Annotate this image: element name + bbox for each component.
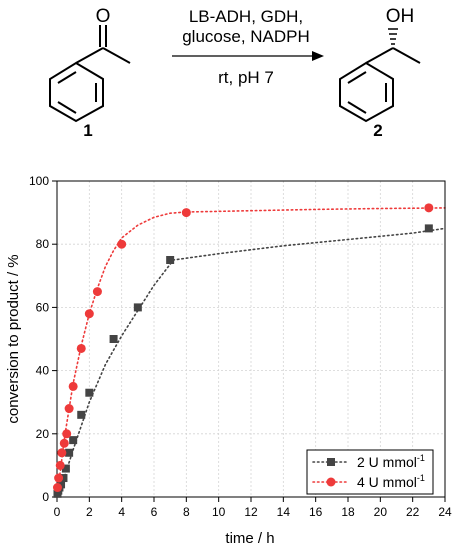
chart-data-points <box>52 203 434 498</box>
x-axis-label: time / h <box>225 530 274 547</box>
series-2-point <box>64 404 74 414</box>
x-tick-label: 16 <box>309 505 323 519</box>
series-2-point <box>57 448 67 458</box>
x-tick-label: 18 <box>341 505 355 519</box>
reactant-acetophenone-structure <box>49 25 131 123</box>
legend-label-1: 2 U mmol-1 <box>357 453 425 470</box>
series-1-point <box>77 410 86 419</box>
series-1-point <box>85 388 94 397</box>
y-axis-label: conversion to product / % <box>5 254 22 423</box>
series-2-point <box>424 203 434 213</box>
x-tick-label: 10 <box>212 505 226 519</box>
x-tick-label: 4 <box>118 505 125 519</box>
series-2-point <box>52 483 62 493</box>
series-2-point <box>68 381 78 391</box>
series-2-point <box>54 473 64 483</box>
series-1-point <box>61 464 70 473</box>
x-tick-label: 0 <box>54 505 61 519</box>
reactant-number-label: 1 <box>83 121 92 140</box>
product-hashed-wedge-bond <box>388 28 398 45</box>
legend-marker-2 <box>326 477 336 487</box>
series-1-point <box>166 256 175 264</box>
y-tick-label: 100 <box>29 174 49 188</box>
x-tick-label: 20 <box>374 505 388 519</box>
series-2-point <box>59 438 69 448</box>
series-2-point <box>181 208 191 218</box>
reaction-conditions-line-1: LB-ADH, GDH, <box>189 7 303 26</box>
x-tick-label: 14 <box>277 505 291 519</box>
reaction-conditions-line-3: rt, pH 7 <box>218 68 274 87</box>
series-2-point <box>92 287 102 297</box>
reaction-scheme: O 1 LB-ADH, GDH, glucose, NADPH rt, pH 7… <box>49 6 421 140</box>
product-hydroxyl-label: OH <box>386 6 415 27</box>
series-2-point <box>84 309 94 319</box>
x-tick-label: 22 <box>406 505 420 519</box>
y-tick-label: 0 <box>42 490 49 504</box>
reaction-arrow-head <box>312 51 324 61</box>
x-tick-label: 2 <box>86 505 93 519</box>
x-tick-label: 12 <box>244 505 258 519</box>
series-1-point <box>57 480 66 489</box>
y-tick-label: 20 <box>36 427 50 441</box>
reactant-oxygen-label: O <box>96 6 111 27</box>
y-tick-label: 80 <box>36 237 50 251</box>
chart-legend: 2 U mmol-1 4 U mmol-1 <box>306 449 434 495</box>
product-phenylethanol-structure <box>339 47 421 123</box>
reaction-conditions-line-2: glucose, NADPH <box>182 27 310 46</box>
series-2-point <box>62 429 72 439</box>
series-2-point <box>117 239 127 249</box>
legend-marker-1 <box>327 458 335 466</box>
series-1-point <box>133 303 142 312</box>
x-tick-label: 24 <box>438 505 452 519</box>
legend-box <box>306 449 434 495</box>
y-tick-label: 40 <box>36 364 50 378</box>
chart-grid <box>57 180 446 497</box>
series-1-point <box>69 436 78 445</box>
y-tick-label: 60 <box>36 300 50 314</box>
x-tick-label: 8 <box>183 505 190 519</box>
product-number-label: 2 <box>373 121 382 140</box>
x-tick-label: 6 <box>151 505 158 519</box>
legend-label-2: 4 U mmol-1 <box>357 473 425 490</box>
series-1-point <box>59 474 68 483</box>
series-1-point <box>424 224 433 233</box>
series-1-point <box>65 448 74 457</box>
series-2-fit-line <box>56 207 446 498</box>
series-1-point <box>109 335 118 343</box>
series-2-point <box>55 460 65 470</box>
series-2-point <box>76 343 86 353</box>
